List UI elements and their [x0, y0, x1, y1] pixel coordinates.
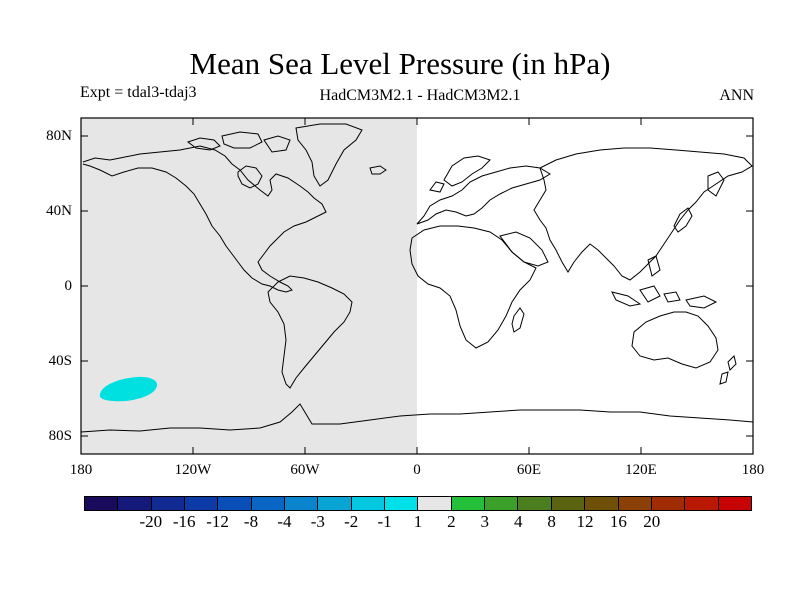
lon-label-180e: 180 — [741, 462, 765, 478]
colorbar-box — [185, 497, 219, 510]
colorbar-box — [718, 497, 751, 510]
colorbar-box — [651, 497, 686, 510]
colorbar-label: -12 — [206, 512, 229, 531]
colorbar-label: 3 — [480, 512, 490, 531]
lat-label-80s: 80S — [48, 428, 72, 444]
colorbar-box — [118, 497, 152, 510]
colorbar-label: 8 — [547, 512, 556, 531]
colorbar-box — [251, 497, 286, 510]
lat-label-40s: 40S — [48, 353, 72, 369]
lon-label-180w: 180 — [69, 462, 93, 478]
lon-label-120e: 120E — [625, 462, 657, 478]
lon-label-60w: 60W — [290, 462, 320, 478]
colorbar-box — [451, 497, 486, 510]
lon-label-0: 0 — [413, 462, 421, 478]
colorbar-label: -2 — [344, 512, 359, 531]
map-title: Mean Sea Level Pressure (in hPa) — [189, 46, 611, 81]
coastline-south-america — [267, 275, 353, 389]
coastline-africa — [409, 225, 537, 349]
colorbar-box — [585, 497, 619, 510]
coastline-madagascar — [511, 307, 525, 333]
coastline-europe — [416, 165, 551, 225]
coastlines — [80, 123, 754, 433]
colorbar-box — [485, 497, 519, 510]
experiment-label: Expt = tdal3-tdaj3 — [80, 84, 197, 101]
colorbar-label: -1 — [377, 512, 392, 531]
coastline-arabia — [499, 231, 549, 267]
colorbar-box — [218, 497, 252, 510]
colorbar-box — [418, 497, 452, 510]
colorbar-label: 2 — [447, 512, 456, 531]
colorbar — [84, 496, 752, 511]
colorbar-label: -16 — [172, 512, 196, 531]
coastline-greenland — [295, 123, 363, 187]
coastline-asia — [533, 147, 753, 281]
colorbar-box — [285, 497, 319, 510]
grey-region — [81, 118, 417, 454]
colorbar-label: 12 — [576, 512, 594, 531]
colorbar-box — [385, 497, 419, 510]
colorbar-label: -3 — [310, 512, 325, 531]
colorbar-label: -4 — [277, 512, 292, 531]
colorbar-box — [318, 497, 352, 510]
colorbar-box — [151, 497, 186, 510]
season-label: ANN — [719, 87, 754, 104]
lon-label-60e: 60E — [516, 462, 542, 478]
coastline-hudson-bay — [237, 165, 263, 189]
axis-ticks — [81, 118, 753, 454]
colorbar-box — [551, 497, 586, 510]
colorbar-label: -20 — [139, 512, 163, 531]
coastline-australia — [631, 311, 719, 369]
colorbar-box — [518, 497, 552, 510]
coastline-japan — [673, 207, 693, 233]
coastline-north-america — [82, 145, 327, 293]
lat-label-80n: 80N — [46, 128, 72, 144]
colorbar-box — [351, 497, 386, 510]
colorbar-label: 16 — [609, 512, 627, 531]
lat-label-0: 0 — [64, 278, 73, 294]
colorbar-label: 4 — [513, 512, 523, 531]
colorbar-box — [685, 497, 719, 510]
lat-label-40n: 40N — [46, 203, 72, 219]
lon-label-120w: 120W — [174, 462, 212, 478]
colorbar-label: -8 — [243, 512, 259, 531]
model-label: HadCM3M2.1 - HadCM3M2.1 — [319, 87, 521, 104]
coastline-antarctica — [80, 403, 754, 433]
colorbar-label: 20 — [643, 512, 661, 531]
coastline-arctic-islands — [186, 131, 291, 153]
colorbar-box — [618, 497, 652, 510]
coastline-iceland — [369, 165, 387, 175]
coastline-scandinavia — [443, 155, 491, 187]
white-region — [417, 118, 753, 454]
colorbar-box — [85, 497, 119, 510]
coastline-indonesia — [611, 255, 718, 309]
colorbar-label: 1 — [413, 512, 423, 531]
coastline-new-zealand — [719, 355, 737, 385]
coastline-kamchatka — [707, 171, 725, 197]
pressure-anomaly-patch — [99, 376, 158, 402]
